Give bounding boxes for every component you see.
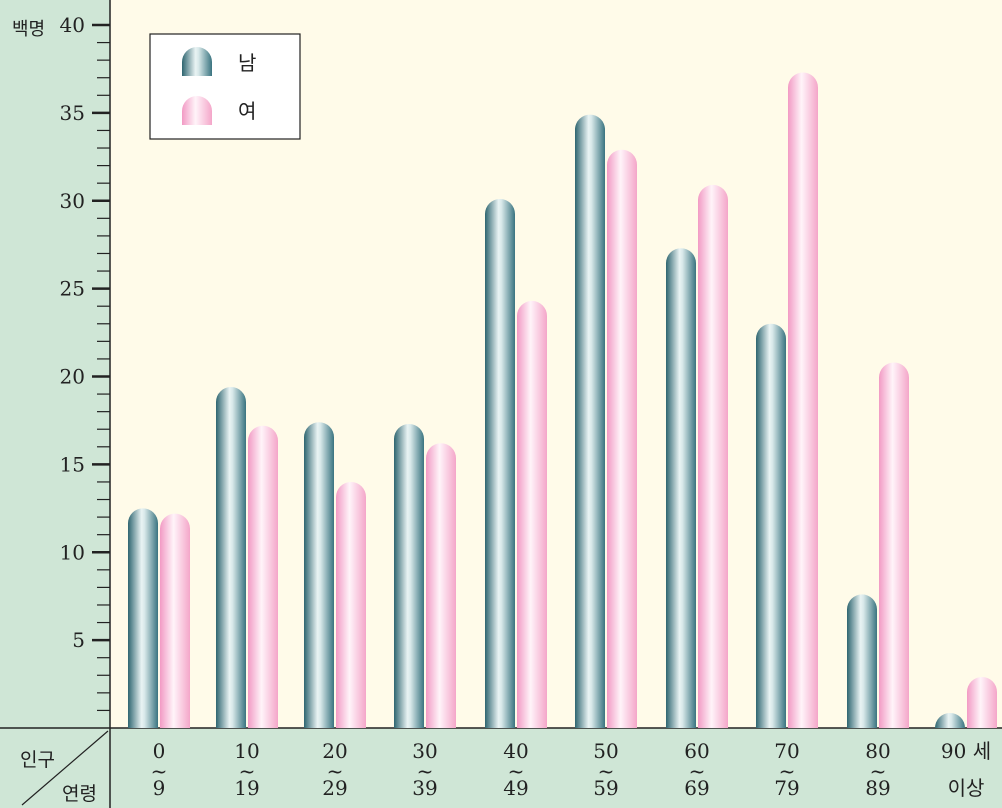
y-unit-label: 백명	[12, 19, 45, 40]
bars	[128, 72, 997, 729]
bar-male-6	[666, 248, 696, 729]
y-tick-label: 35	[60, 101, 85, 125]
corner-diagonal	[21, 730, 109, 806]
bar-female-1	[248, 425, 278, 728]
x-tick-label-bottom: 9	[153, 776, 166, 800]
x-tick-range-mark: ~	[239, 759, 256, 783]
x-tick-label-top: 80	[865, 739, 890, 763]
y-tick-label: 25	[60, 277, 85, 301]
y-tick-label: 30	[60, 189, 85, 213]
bar-female-7	[788, 72, 818, 728]
corner-label-bottom: 연령	[62, 783, 97, 805]
bar-female-0	[160, 513, 190, 728]
x-tick-range-mark: ~	[508, 759, 525, 783]
legend-label-female: 여	[238, 99, 256, 123]
y-axis-panel	[0, 0, 110, 808]
bar-male-1	[216, 387, 246, 728]
bar-female-4	[517, 300, 547, 728]
legend-swatch-male	[182, 47, 212, 76]
bar-male-4	[485, 198, 515, 728]
x-tick-label-bottom: 49	[503, 776, 528, 800]
bar-female-2	[336, 481, 366, 728]
bar-female-3	[426, 443, 456, 728]
x-tick-label-top: 90 세	[941, 739, 991, 763]
y-tick-label: 15	[60, 452, 85, 476]
bar-male-7	[756, 323, 786, 728]
y-tick-label: 10	[60, 540, 85, 564]
bar-male-3	[394, 423, 424, 728]
x-tick-label-bottom: 이상	[948, 776, 985, 800]
bar-female-6	[698, 184, 728, 729]
x-tick-label-top: 0	[153, 739, 166, 763]
x-axis-panel	[0, 728, 1002, 808]
x-tick-label-top: 50	[593, 739, 618, 763]
x-tick-range-mark: ~	[151, 759, 168, 783]
bar-female-5	[607, 149, 637, 729]
bar-female-9	[967, 677, 997, 728]
y-tick-label: 5	[72, 628, 85, 652]
legend-swatch-female	[182, 96, 212, 125]
bar-female-8	[879, 362, 909, 728]
x-axis: 0~910~1920~2930~3940~4950~5960~6970~7980…	[151, 739, 991, 800]
legend-label-male: 남	[238, 51, 256, 75]
bar-male-2	[304, 422, 334, 728]
y-axis: 5 10 15 20 25 30 35 40	[60, 13, 110, 712]
x-tick-label-bottom: 29	[322, 776, 347, 800]
bar-male-5	[575, 114, 605, 729]
x-tick-label-bottom: 59	[593, 776, 618, 800]
bar-male-8	[847, 594, 877, 728]
legend-box	[149, 33, 301, 140]
x-tick-label-top: 60	[684, 739, 709, 763]
x-tick-range-mark: ~	[598, 759, 615, 783]
x-tick-range-mark: ~	[689, 759, 706, 783]
x-tick-label-bottom: 39	[412, 776, 437, 800]
y-tick-label: 20	[60, 365, 85, 389]
x-tick-label-top: 40	[503, 739, 528, 763]
x-tick-range-mark: ~	[327, 759, 344, 783]
x-tick-range-mark: ~	[779, 759, 796, 783]
bar-male-0	[128, 508, 158, 728]
x-tick-label-bottom: 89	[865, 776, 890, 800]
y-tick-label: 40	[60, 13, 85, 37]
x-tick-label-top: 10	[234, 739, 259, 763]
x-tick-label-top: 70	[774, 739, 799, 763]
x-tick-range-mark: ~	[417, 759, 434, 783]
legend: 남 여	[149, 33, 301, 140]
corner-label-top: 인구	[20, 749, 55, 771]
x-tick-label-bottom: 69	[684, 776, 709, 800]
x-tick-label-bottom: 19	[234, 776, 259, 800]
x-tick-label-top: 30	[412, 739, 437, 763]
x-tick-label-bottom: 79	[774, 776, 799, 800]
x-tick-range-mark: ~	[870, 759, 887, 783]
x-tick-label-top: 20	[322, 739, 347, 763]
bar-male-9	[935, 713, 965, 728]
